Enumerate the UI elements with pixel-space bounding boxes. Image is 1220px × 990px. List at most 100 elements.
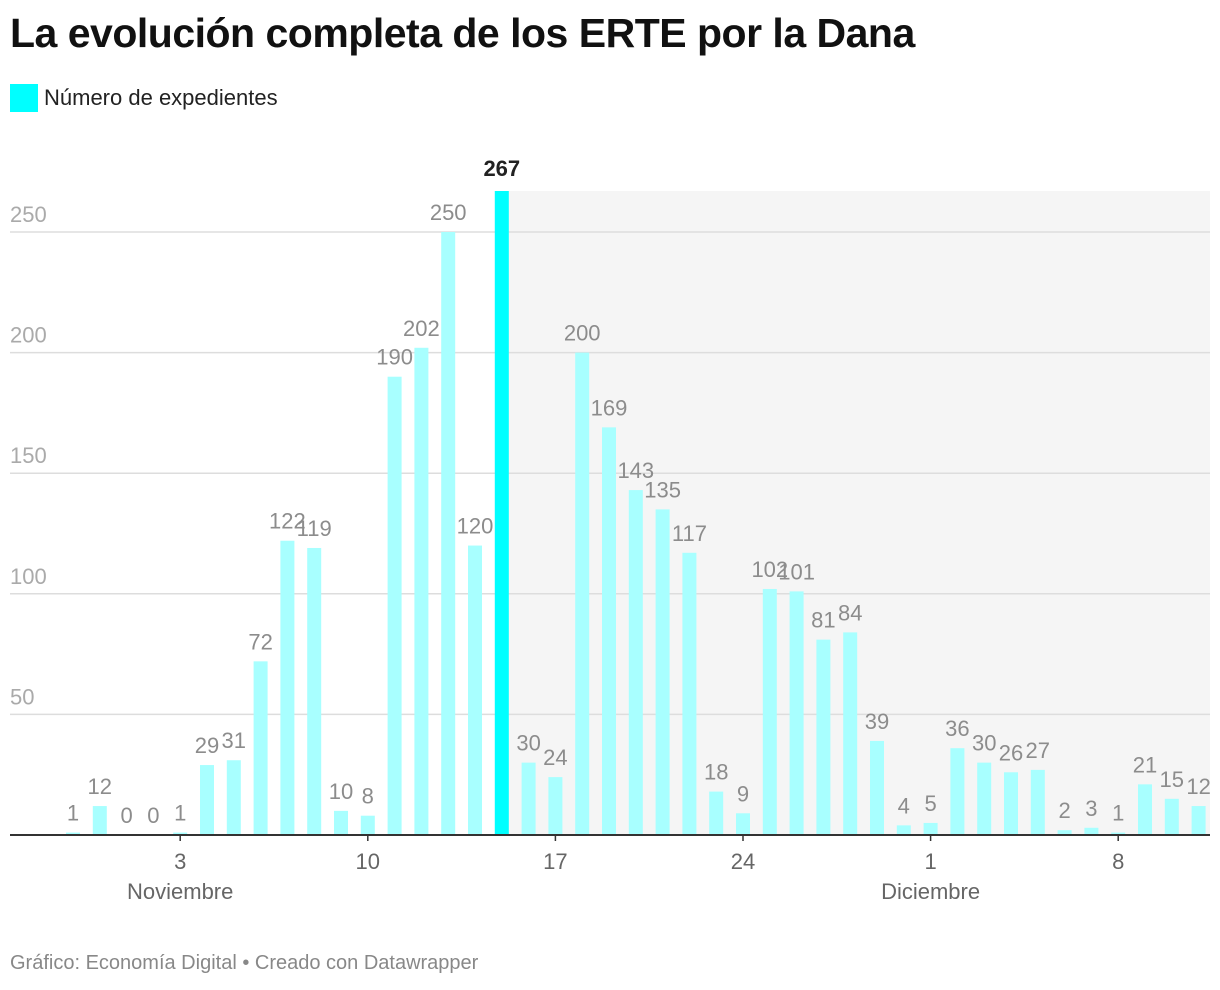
bar	[387, 376, 402, 835]
bar	[1084, 827, 1099, 835]
value-label: 24	[543, 745, 567, 770]
value-label: 30	[516, 731, 540, 756]
bar	[709, 791, 724, 835]
value-label: 8	[362, 784, 374, 809]
legend-label: Número de expedientes	[44, 85, 278, 110]
value-label: 143	[617, 458, 654, 483]
bar	[628, 490, 643, 835]
value-label: 84	[838, 600, 862, 625]
value-label: 21	[1133, 752, 1157, 777]
value-label: 31	[222, 728, 246, 753]
bar	[1004, 772, 1018, 835]
value-label: 15	[1160, 767, 1184, 792]
value-label: 30	[972, 731, 996, 756]
bar	[816, 639, 831, 835]
value-label: 122	[269, 509, 306, 534]
value-label: 39	[865, 709, 889, 734]
bar	[1057, 830, 1072, 835]
value-label: 120	[457, 514, 494, 539]
value-label: 102	[751, 557, 788, 582]
bar	[92, 806, 107, 835]
bar	[66, 832, 80, 835]
legend: Número de expedientes	[10, 84, 278, 112]
bar	[1030, 769, 1045, 835]
value-label: 18	[704, 760, 728, 785]
bar	[950, 748, 965, 835]
value-label: 2	[1058, 798, 1070, 823]
value-label: 190	[376, 345, 413, 370]
value-label: 1	[67, 801, 79, 826]
value-label: 117	[672, 521, 707, 546]
value-label: 12	[1186, 774, 1210, 799]
bar	[360, 815, 375, 835]
bar	[253, 661, 268, 835]
bar	[655, 509, 670, 835]
y-tick-label: 50	[10, 684, 34, 709]
value-label-highlight: 267	[483, 156, 520, 181]
bar	[1164, 798, 1179, 835]
y-tick-label: 250	[10, 202, 47, 227]
value-label: 1	[174, 801, 186, 826]
bar	[843, 632, 858, 835]
bar	[896, 825, 911, 835]
bar	[334, 810, 348, 835]
value-label: 12	[88, 774, 112, 799]
value-label: 26	[999, 740, 1023, 765]
bar	[441, 232, 456, 835]
value-label: 9	[737, 781, 749, 806]
y-tick-label: 200	[10, 323, 47, 348]
bar	[280, 540, 295, 835]
footer-credit: Gráfico: Economía Digital • Creado con D…	[10, 952, 479, 974]
x-tick-label: 24	[731, 849, 755, 874]
bar	[789, 591, 804, 835]
value-label: 5	[924, 791, 936, 816]
bar	[923, 822, 938, 835]
bar	[736, 813, 750, 835]
y-tick-label: 150	[10, 443, 47, 468]
bar	[682, 552, 697, 835]
bar	[200, 765, 214, 835]
value-label: 36	[945, 716, 969, 741]
x-tick-label: 17	[543, 849, 567, 874]
month-label: Noviembre	[127, 879, 233, 904]
value-label: 81	[811, 608, 835, 633]
value-label: 72	[248, 629, 272, 654]
value-label: 250	[430, 200, 467, 225]
value-label: 169	[591, 395, 628, 420]
value-label: 119	[297, 516, 332, 541]
value-label: 27	[1026, 738, 1050, 763]
y-tick-label: 100	[10, 564, 47, 589]
bar	[414, 347, 429, 835]
value-label: 3	[1085, 796, 1097, 821]
x-tick-label: 3	[174, 849, 186, 874]
value-label: 202	[403, 316, 440, 341]
bar-highlight	[494, 191, 509, 835]
bar	[977, 762, 992, 835]
bar	[1191, 806, 1206, 835]
value-label: 1	[1112, 801, 1124, 826]
value-label: 29	[195, 733, 219, 758]
value-label: 0	[120, 803, 132, 828]
bar	[575, 352, 590, 835]
bar	[602, 427, 616, 835]
bar	[173, 832, 188, 835]
value-label: 0	[147, 803, 159, 828]
bar	[762, 588, 777, 835]
bar	[1111, 832, 1126, 835]
legend-swatch	[10, 84, 38, 112]
bar	[548, 777, 563, 835]
x-tick-label: 1	[924, 849, 936, 874]
value-label: 4	[898, 793, 910, 818]
bar	[226, 760, 241, 835]
x-tick-label: 8	[1112, 849, 1124, 874]
value-label: 200	[564, 321, 601, 346]
value-label: 135	[644, 477, 681, 502]
bar	[307, 547, 322, 835]
value-label: 10	[329, 779, 353, 804]
bar	[1138, 784, 1152, 835]
chart-title: La evolución completa de los ERTE por la…	[10, 10, 915, 56]
bar	[870, 740, 884, 835]
month-label: Diciembre	[881, 879, 980, 904]
value-label: 101	[778, 559, 815, 584]
